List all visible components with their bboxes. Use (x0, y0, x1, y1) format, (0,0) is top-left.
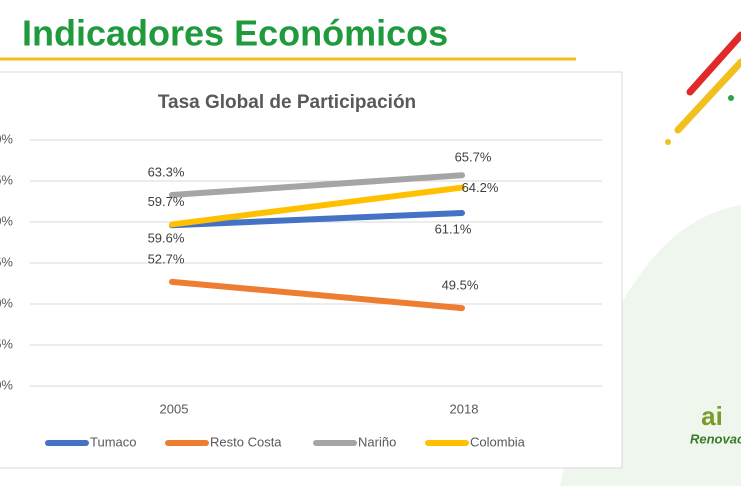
y-tick-label: 70% (0, 131, 13, 146)
logo-text: Renovac (690, 431, 741, 446)
data-label: 65.7% (455, 150, 492, 165)
data-label: 49.5% (442, 278, 479, 293)
legend-label: Tumaco (90, 434, 136, 449)
data-label: 61.1% (435, 221, 472, 236)
chart-title: Tasa Global de Participación (158, 92, 416, 113)
page-title: Indicadores Económicos (22, 13, 448, 54)
line (169, 278, 465, 312)
line (169, 209, 465, 229)
legend-label: Colombia (470, 434, 526, 449)
y-tick-label: 45% (0, 336, 13, 351)
legend-label: Nariño (358, 434, 396, 449)
y-tick-label: 60% (0, 213, 13, 228)
data-label: 64.2% (462, 180, 499, 195)
data-label: 59.6% (148, 231, 185, 246)
y-tick-label: 40% (0, 377, 13, 392)
data-label: 52.7% (148, 251, 185, 266)
data-label: 59.7% (148, 194, 185, 209)
chart-panel (0, 71, 623, 469)
line (169, 184, 465, 228)
line (169, 172, 465, 198)
x-tick-label: 2018 (450, 401, 479, 416)
x-tick-label: 2005 (160, 401, 189, 416)
y-tick-label: 50% (0, 295, 13, 310)
y-tick-label: 65% (0, 172, 13, 187)
plot: 40% 45% 50% 55% 60% 65% 70% 2005 2018 59.6% 61.1% 5… (0, 131, 602, 449)
decor-dot (665, 139, 671, 145)
decor-yellow (674, 58, 741, 134)
decor-dot (728, 95, 734, 101)
decor-red (686, 31, 741, 96)
y-tick-label: 55% (0, 254, 13, 269)
logo-mark: ai (701, 401, 723, 431)
legend-label: Resto Costa (210, 434, 282, 449)
data-label: 63.3% (148, 164, 185, 179)
